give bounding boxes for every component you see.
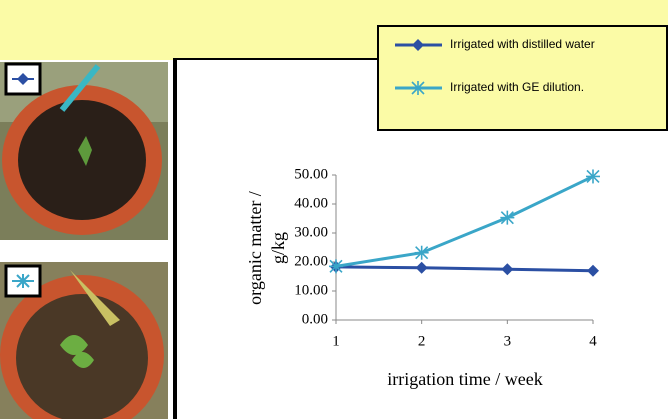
page: {"chart_data": {"type": "line", "x": [1,… — [0, 0, 668, 419]
series-line — [336, 267, 593, 271]
photo-top — [0, 62, 168, 240]
y-tick-label: 0.00 — [302, 311, 328, 327]
y-tick-label: 40.00 — [294, 195, 328, 211]
marker — [501, 263, 513, 275]
marker — [587, 265, 599, 277]
marker — [329, 259, 343, 273]
series-line — [336, 176, 593, 266]
y-tick-label: 30.00 — [294, 224, 328, 240]
legend-label: Irrigated with distilled water — [450, 37, 595, 51]
marker — [415, 246, 429, 260]
y-tick-label: 20.00 — [294, 253, 328, 269]
y-tick-label: 10.00 — [294, 282, 328, 298]
marker — [416, 262, 428, 274]
marker — [411, 81, 425, 95]
marker — [586, 169, 600, 183]
photo-bottom — [0, 262, 168, 419]
x-tick-label: 3 — [504, 333, 512, 349]
x-tick-label: 2 — [418, 333, 426, 349]
marker — [500, 211, 514, 225]
figure: organic matter / g/kg irrigation time / … — [0, 0, 668, 419]
x-tick-label: 4 — [589, 333, 597, 349]
y-axis-title: organic matter / — [245, 191, 265, 305]
y-tick-label: 50.00 — [294, 166, 328, 182]
x-axis-title: irrigation time / week — [387, 369, 542, 389]
x-tick-label: 1 — [332, 333, 340, 349]
y-axis-title: g/kg — [268, 232, 288, 264]
legend-label: Irrigated with GE dilution. — [450, 80, 584, 94]
